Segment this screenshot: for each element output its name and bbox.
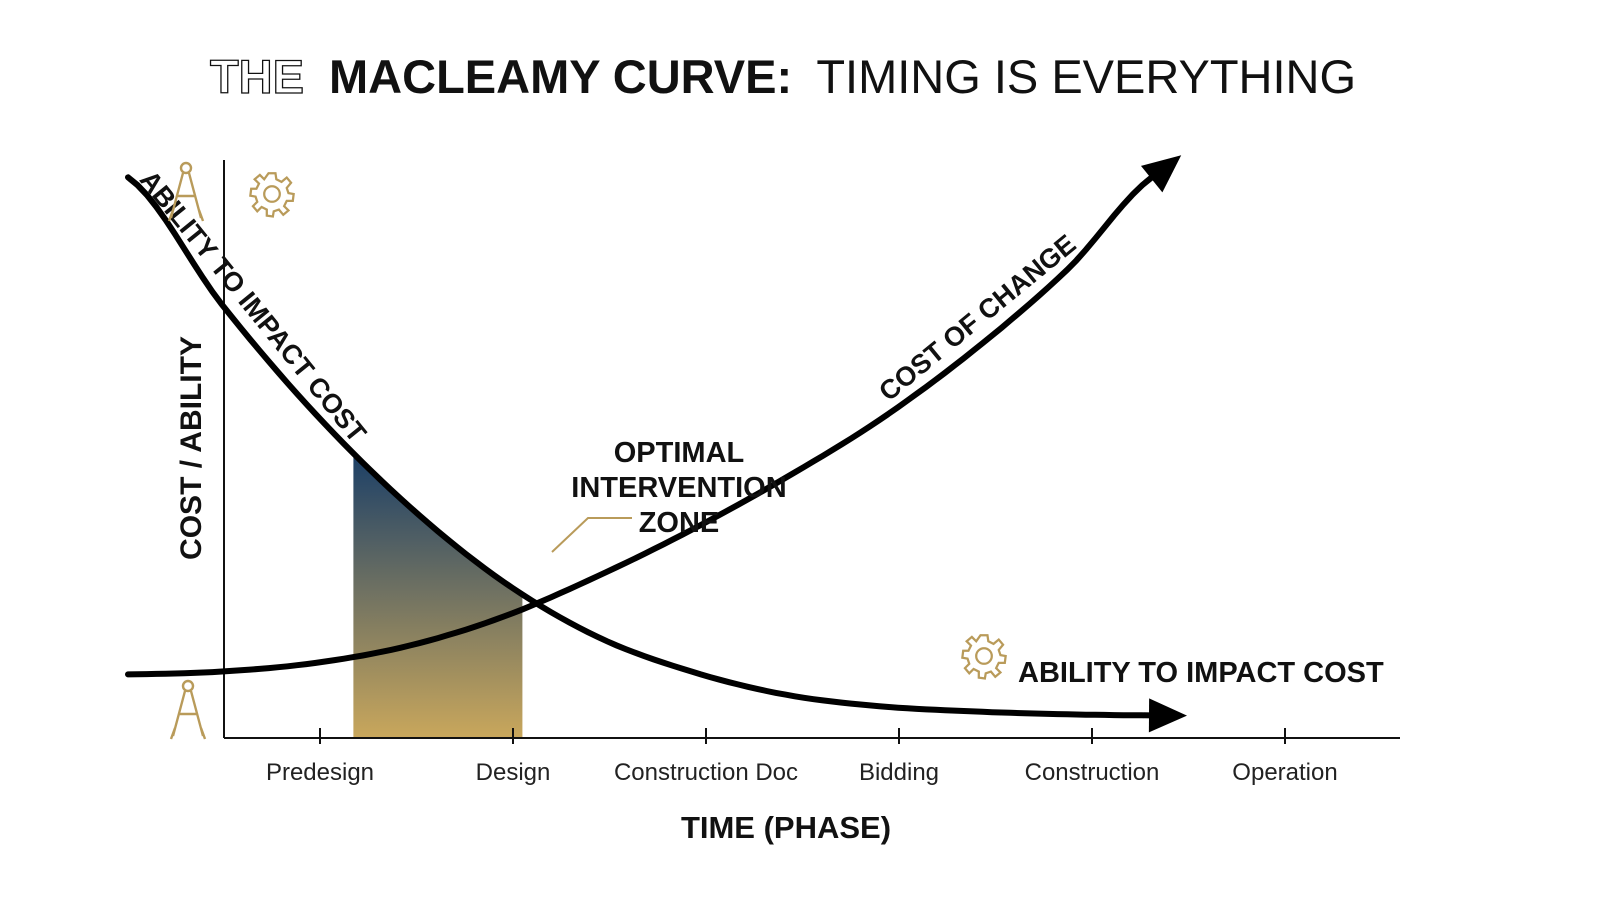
x-tick-label: Operation [1232, 759, 1337, 786]
cost-of-change-arrowhead [1140, 155, 1182, 193]
x-tick-label: Construction Doc [614, 759, 798, 786]
title-outline: THE [210, 50, 304, 103]
zone-label-line: OPTIMAL [614, 437, 745, 469]
cost-of-change-label: COST OF CHANGE [873, 229, 1081, 407]
y-axis-label: COST / ABILITY [175, 336, 208, 560]
chart-title: THE MACLEAMY CURVE: TIMING IS EVERYTHING [210, 50, 1356, 103]
title-bold: MACLEAMY CURVE: [329, 50, 792, 103]
x-tick-label: Bidding [859, 759, 939, 786]
plot-area: Predesign Design Construction Doc Bidding Co… [125, 155, 1400, 786]
zone-label-line: ZONE [639, 507, 720, 539]
x-axis-label: TIME (PHASE) [681, 810, 891, 845]
ability-arrowhead [1148, 698, 1187, 733]
drafting-compass-icon [169, 679, 207, 741]
ability-to-impact-cost-line [125, 174, 1164, 719]
x-tick-label: Predesign [266, 759, 374, 786]
x-tick-label: Design [476, 759, 551, 786]
cost-of-change-line [125, 168, 1164, 678]
optimal-zone-area [353, 453, 523, 738]
x-tick-label: Construction [1025, 759, 1160, 786]
title-light: TIMING IS EVERYTHING [816, 50, 1356, 103]
gear-icon [961, 634, 1007, 680]
ability-end-label: ABILITY TO IMPACT COST [1018, 657, 1384, 689]
zone-label-line: INTERVENTION [571, 472, 786, 504]
gear-icon [249, 172, 295, 218]
zone-callout-line [551, 517, 632, 553]
